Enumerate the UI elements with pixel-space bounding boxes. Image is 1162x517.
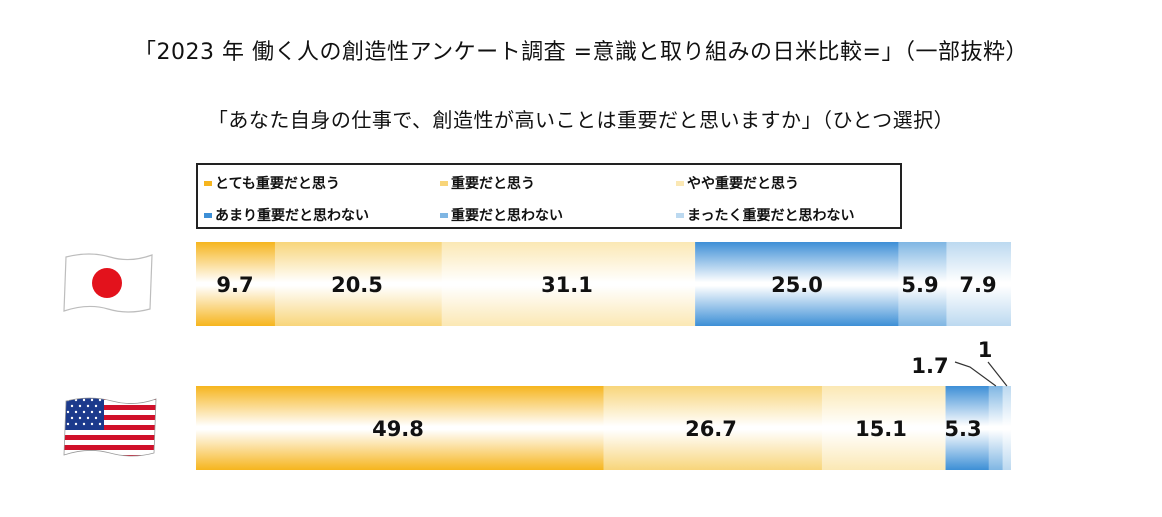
usa-bar-segment-3 [821,386,946,470]
legend-swatch [676,180,684,186]
japan-value-label-2: 20.5 [331,273,383,297]
usa-callout-line-5 [954,361,997,387]
usa-bar-segment-6 [1002,386,1011,470]
legend: とても重要だと思う 重要だと思う やや重要だと思う あまり重要だと思わない 重要… [196,163,902,229]
usa-bar-segment-4 [945,386,989,470]
usa-value-label-5: 1.7 [911,354,948,378]
usa-value-label-4: 5.3 [944,417,981,441]
usa-bar-segment-1 [196,386,604,470]
legend-swatch [204,180,212,186]
legend-label: まったく重要だと思わない [687,208,855,224]
japan-value-label-1: 9.7 [216,273,253,297]
japan-value-label-4: 25.0 [771,273,823,297]
legend-item-very-important: とても重要だと思う [204,173,340,193]
usa-bar-segment-2 [603,386,822,470]
japan-bar-segment-3 [441,242,696,326]
legend-item-not-very-important: あまり重要だと思わない [204,205,369,225]
legend-swatch [676,212,684,218]
legend-swatch [204,212,212,218]
usa-bar-segment-5 [988,386,1003,470]
usa-callout-line-6 [987,361,1008,387]
legend-item-not-at-all-important: まったく重要だと思わない [676,205,854,225]
legend-label: やや重要だと思う [687,176,799,192]
japan-value-label-3: 31.1 [541,273,593,297]
japan-bar-segment-6 [946,242,1011,326]
legend-item-important: 重要だと思う [440,173,535,193]
usa-value-label-6: 1 [978,338,993,362]
japan-bar-segment-2 [274,242,442,326]
chart-subtitle: 「あなた自身の仕事で、創造性が高いことは重要だと思いますか」（ひとつ選択） [207,108,955,132]
legend-item-somewhat-important: やや重要だと思う [676,173,799,193]
japan-value-label-6: 7.9 [959,273,996,297]
legend-label: 重要だと思う [451,176,535,192]
legend-label: 重要だと思わない [451,208,563,224]
japan-bar-segment-4 [695,242,899,326]
legend-label: とても重要だと思う [215,176,340,192]
chart-title: 「2023 年 働く人の創造性アンケート調査 =意識と取り組みの日米比較=」（一… [134,40,1028,65]
legend-label: あまり重要だと思わない [215,208,369,224]
japan-bar-segment-5 [898,242,947,326]
usa-value-label-3: 15.1 [855,417,907,441]
usa-value-label-2: 26.7 [685,417,737,441]
japan-flag-icon [63,253,153,313]
legend-swatch [440,180,448,186]
legend-swatch [440,212,448,218]
japan-value-label-5: 5.9 [901,273,938,297]
usa-flag-icon [63,397,157,457]
legend-item-not-important: 重要だと思わない [440,205,563,225]
usa-value-label-1: 49.8 [372,417,424,441]
japan-bar-segment-1 [196,242,275,326]
